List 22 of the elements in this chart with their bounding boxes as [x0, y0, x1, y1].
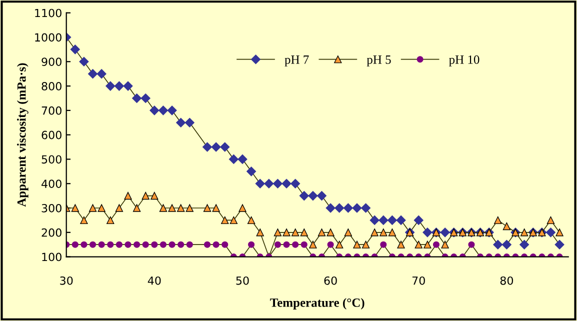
- y-tick-label: 1100: [35, 8, 62, 18]
- legend-label: pH 10: [449, 55, 480, 66]
- y-tick-label: 600: [42, 130, 62, 140]
- y-tick-label: 300: [42, 204, 62, 212]
- y-tick-label: 700: [42, 106, 62, 115]
- y-tick-label: 500: [42, 155, 62, 164]
- y-tick-label: 200: [42, 228, 62, 237]
- x-tick-label: 30: [60, 276, 73, 285]
- y-tick-label: 100: [42, 252, 62, 262]
- y-axis-title: Apparent viscosity (mPa·s): [16, 63, 28, 207]
- x-tick-label: 80: [500, 276, 514, 285]
- legend-label: pH 5: [366, 56, 391, 66]
- x-tick-label: 40: [148, 276, 161, 285]
- x-axis-title: Temperature (°C): [270, 298, 364, 310]
- x-tick-label: 50: [236, 276, 249, 285]
- y-tick-label: 800: [42, 82, 62, 90]
- legend-label: pH 7: [284, 56, 309, 66]
- y-tick-label: 1000: [35, 33, 62, 42]
- x-tick-label: 70: [412, 276, 425, 285]
- y-tick-label: 900: [42, 58, 62, 66]
- x-tick-label: 60: [324, 276, 337, 285]
- y-tick-label: 400: [42, 180, 62, 188]
